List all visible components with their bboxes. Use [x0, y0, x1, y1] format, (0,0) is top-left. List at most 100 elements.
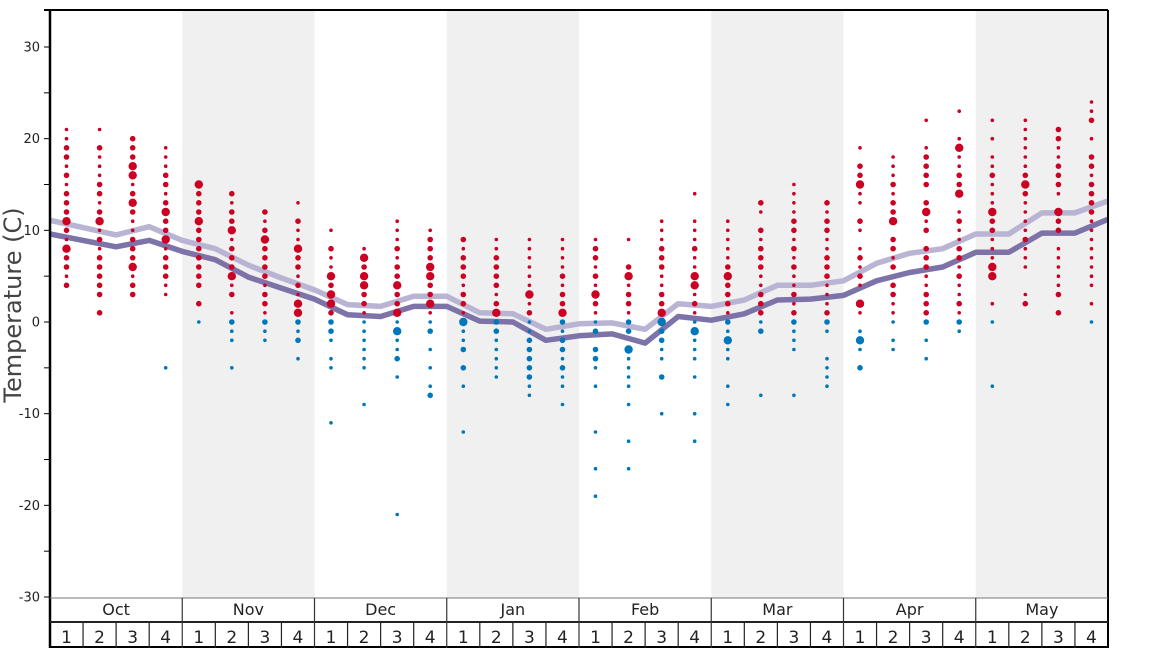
data-point: [658, 254, 665, 261]
month-label: May: [1025, 600, 1058, 619]
data-point: [130, 219, 135, 223]
data-point: [230, 311, 234, 315]
data-point: [196, 264, 202, 270]
y-tick-label: 0: [32, 316, 40, 331]
data-point: [97, 246, 102, 251]
data-point: [923, 181, 929, 188]
data-point: [229, 319, 235, 325]
data-point: [229, 218, 235, 224]
data-point: [96, 236, 103, 243]
data-point: [1088, 117, 1095, 124]
data-point: [891, 164, 895, 168]
data-point: [626, 356, 631, 361]
data-point: [395, 219, 400, 223]
data-point: [492, 308, 501, 317]
data-point: [395, 347, 400, 352]
month-label: Apr: [896, 600, 924, 619]
data-point: [527, 283, 532, 288]
data-point: [890, 264, 896, 270]
data-point: [1088, 209, 1095, 215]
data-point: [559, 273, 566, 280]
data-point: [461, 430, 466, 434]
data-point: [494, 347, 499, 352]
data-point: [64, 127, 69, 132]
data-point: [1088, 190, 1095, 197]
data-point: [227, 226, 236, 235]
data-point: [197, 320, 201, 324]
data-point: [593, 265, 598, 269]
data-point: [758, 227, 764, 234]
data-point: [726, 246, 730, 251]
data-point: [1023, 201, 1028, 205]
data-point: [359, 253, 369, 262]
data-point: [791, 264, 797, 270]
data-point: [1055, 227, 1062, 234]
data-point: [163, 292, 168, 297]
month-label: Oct: [102, 600, 130, 619]
data-point: [858, 201, 862, 205]
data-point: [129, 236, 136, 243]
data-point: [990, 118, 995, 123]
data-point: [726, 402, 730, 407]
data-point: [691, 300, 698, 307]
data-point: [64, 182, 69, 187]
data-point: [96, 310, 103, 316]
data-point: [725, 300, 731, 307]
data-point: [394, 273, 401, 280]
data-point: [923, 319, 929, 325]
week-label: 3: [921, 628, 932, 648]
data-point: [890, 245, 896, 252]
data-point: [725, 282, 731, 289]
data-point: [792, 338, 796, 343]
data-point: [592, 346, 599, 353]
data-point: [824, 319, 830, 325]
data-point: [493, 273, 500, 280]
data-point: [329, 338, 333, 343]
data-point: [559, 291, 566, 298]
data-point: [162, 254, 169, 261]
data-point: [758, 300, 764, 307]
data-point: [64, 237, 69, 242]
data-point: [395, 320, 400, 324]
data-point: [759, 320, 763, 324]
data-point: [427, 328, 434, 335]
data-point: [263, 338, 267, 343]
data-point: [758, 254, 764, 261]
week-label: 2: [359, 628, 370, 648]
data-point: [95, 217, 104, 226]
data-point: [329, 228, 333, 233]
data-point: [293, 308, 303, 317]
data-point: [758, 328, 764, 335]
data-point: [758, 310, 764, 316]
data-point: [957, 164, 961, 168]
data-point: [461, 329, 466, 334]
data-point: [393, 327, 402, 336]
data-point: [460, 365, 467, 371]
data-point: [329, 255, 333, 260]
data-point: [624, 272, 633, 281]
data-point: [196, 300, 202, 307]
data-point: [923, 227, 929, 234]
data-point: [427, 392, 434, 399]
data-point: [1055, 126, 1062, 133]
data-point: [759, 274, 763, 279]
data-point: [263, 311, 267, 315]
data-point: [130, 274, 135, 279]
data-point: [957, 228, 961, 233]
data-point: [1088, 200, 1095, 206]
series-line-light: [49, 198, 1109, 333]
data-point: [527, 329, 532, 334]
data-point: [726, 237, 730, 242]
data-point: [956, 245, 962, 252]
data-point: [162, 172, 169, 179]
data-point: [658, 264, 665, 270]
data-point: [63, 172, 70, 179]
data-point: [692, 265, 697, 269]
data-point: [196, 200, 202, 206]
data-point: [1055, 172, 1062, 179]
data-point: [957, 329, 961, 334]
data-point: [527, 246, 532, 251]
data-point: [1056, 274, 1061, 279]
data-point: [263, 283, 267, 288]
data-point: [493, 264, 500, 270]
